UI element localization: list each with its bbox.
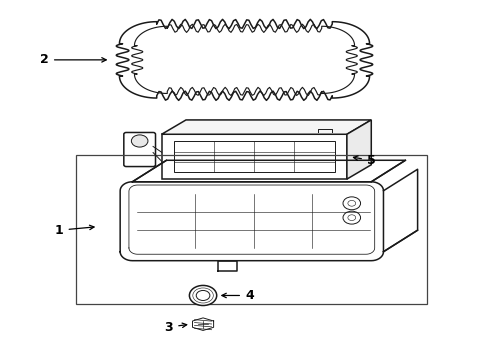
Text: 1: 1 (55, 224, 94, 237)
Text: 4: 4 (222, 289, 253, 302)
Circle shape (347, 215, 355, 221)
Text: 2: 2 (40, 53, 106, 66)
Text: 5: 5 (353, 154, 375, 167)
Bar (76, 155, 427, 304)
Circle shape (131, 135, 148, 147)
FancyBboxPatch shape (123, 132, 155, 167)
Circle shape (196, 291, 209, 301)
Circle shape (189, 285, 216, 306)
Circle shape (342, 211, 360, 224)
Text: 3: 3 (164, 320, 186, 333)
Polygon shape (161, 120, 370, 134)
Polygon shape (346, 120, 370, 179)
Circle shape (347, 201, 355, 206)
Circle shape (342, 197, 360, 210)
